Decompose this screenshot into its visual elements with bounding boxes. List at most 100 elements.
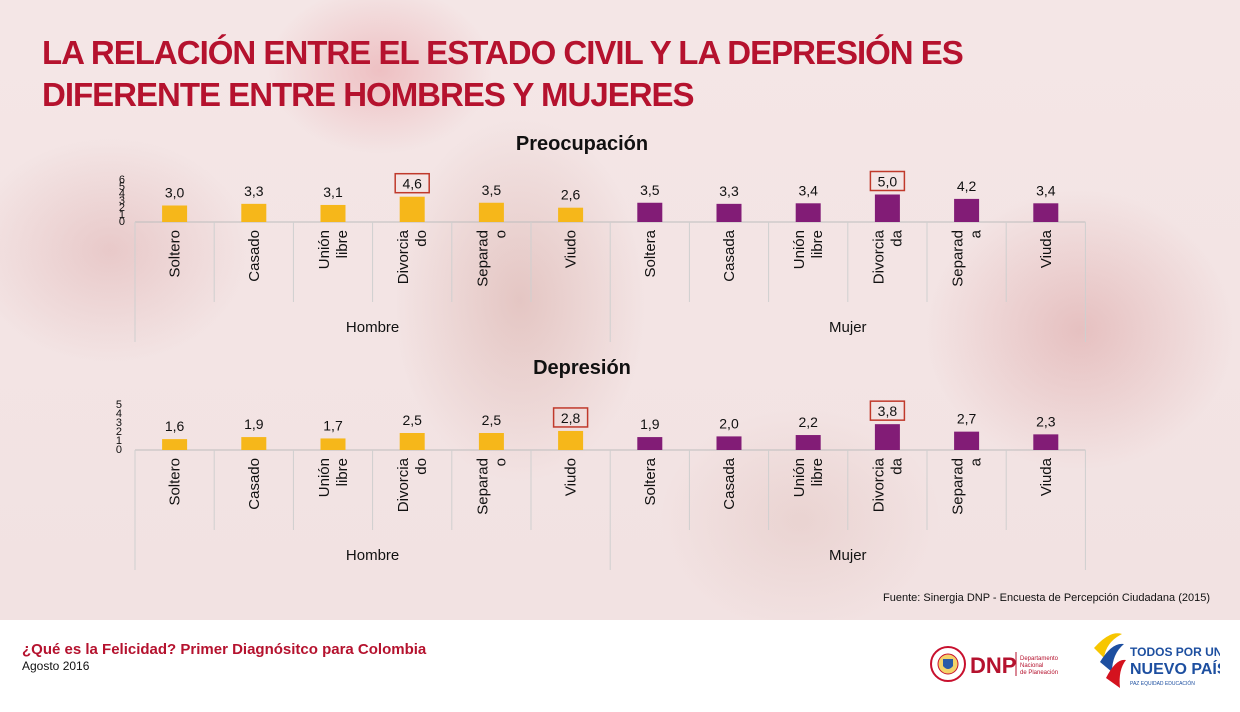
group-label: Hombre	[346, 547, 399, 564]
y-tick-label: 5	[119, 181, 125, 193]
bar	[558, 430, 584, 450]
colombia-seal-shield	[943, 659, 953, 669]
bar	[716, 203, 742, 222]
data-label: 3,5	[640, 182, 660, 198]
bar	[478, 433, 504, 450]
data-label: 2,5	[402, 412, 422, 428]
y-tick-label: 2	[116, 426, 122, 438]
category-label: Unión	[316, 230, 333, 269]
highlight-box	[869, 400, 906, 421]
data-label: 1,9	[244, 416, 264, 432]
category-label: Casada	[721, 229, 738, 281]
category-label: Divorcia	[870, 457, 887, 512]
highlight-box	[394, 172, 430, 194]
category-label: Divorcia	[395, 229, 412, 284]
bar	[241, 437, 267, 450]
category-label: Unión	[791, 458, 808, 497]
y-tick-label: 0	[116, 444, 122, 456]
footer-title: ¿Qué es la Felicidad? Primer Diagnósitco…	[22, 641, 427, 658]
chart-title: Preocupación	[516, 133, 648, 155]
bar	[795, 435, 821, 450]
category-label: libre	[334, 230, 351, 258]
bar	[320, 204, 346, 222]
data-label: 2,8	[561, 410, 581, 426]
logo-swoosh-blue	[1100, 643, 1124, 672]
category-label: Separad	[950, 230, 967, 287]
group-label: Hombre	[346, 319, 399, 336]
bar	[1033, 434, 1059, 450]
bar	[558, 207, 584, 222]
data-label: 1,9	[640, 416, 660, 432]
charts-area: Preocupación01234563,0Soltero3,3Casado3,…	[116, 133, 1086, 570]
category-label: Viudo	[563, 458, 580, 496]
category-label: Divorcia	[870, 229, 887, 284]
dnp-logo-sub-3: de Planeación	[1020, 670, 1058, 676]
y-tick-label: 1	[119, 209, 125, 221]
y-tick-label: 3	[119, 195, 125, 207]
page-title-line-1: LA RELACIÓN ENTRE EL ESTADO CIVIL Y LA D…	[42, 34, 964, 71]
category-label: Separad	[474, 230, 491, 287]
category-label: Soltero	[167, 458, 184, 506]
bar	[399, 196, 425, 222]
category-label: libre	[809, 458, 826, 486]
data-label: 2,2	[798, 414, 818, 430]
data-label: 2,7	[957, 411, 977, 427]
data-label: 2,3	[1036, 413, 1056, 429]
data-label: 5,0	[878, 174, 898, 190]
bar	[637, 437, 663, 450]
category-label: Soltero	[167, 230, 184, 278]
data-label: 1,7	[323, 417, 343, 433]
data-label: 3,8	[878, 403, 898, 419]
bar	[954, 198, 980, 222]
category-label: Casado	[246, 230, 263, 282]
highlight-box	[552, 407, 589, 428]
y-tick-label: 3	[116, 417, 122, 429]
bar	[795, 203, 821, 222]
bar	[162, 205, 188, 222]
category-label: a	[968, 229, 985, 238]
data-label: 3,3	[244, 183, 264, 199]
category-label: Unión	[316, 458, 333, 497]
background-photo	[0, 0, 1240, 620]
bar	[874, 194, 900, 222]
y-tick-label: 6	[119, 174, 125, 186]
data-label: 3,1	[323, 184, 343, 200]
y-tick-label: 4	[119, 188, 125, 200]
data-label: 2,5	[482, 412, 502, 428]
data-label: 3,5	[482, 182, 502, 198]
footer-date: Agosto 2016	[22, 659, 90, 673]
bar	[716, 436, 742, 450]
category-label: do	[413, 458, 430, 475]
category-label: a	[968, 457, 985, 466]
category-label: Soltera	[642, 457, 659, 505]
category-label: Soltera	[642, 229, 659, 277]
category-label: libre	[334, 458, 351, 486]
data-label: 3,3	[719, 183, 739, 199]
y-tick-label: 2	[119, 202, 125, 214]
category-label: da	[888, 457, 905, 474]
y-tick-label: 4	[116, 408, 122, 420]
bar	[399, 433, 425, 450]
tpnp-logo-line-3: PAZ EQUIDAD EDUCACIÓN	[1130, 680, 1195, 687]
data-label: 2,6	[561, 187, 581, 203]
data-label: 3,4	[1036, 182, 1056, 198]
category-label: libre	[809, 230, 826, 258]
data-label: 3,4	[798, 182, 818, 198]
category-label: Separad	[950, 458, 967, 515]
category-label: o	[492, 458, 509, 466]
category-label: Casado	[246, 458, 263, 510]
category-label: Casada	[721, 457, 738, 509]
category-label: do	[413, 230, 430, 247]
y-tick-label: 1	[116, 435, 122, 447]
bar	[874, 424, 900, 450]
data-label: 3,0	[165, 185, 185, 201]
bar	[954, 431, 980, 450]
source-note: Fuente: Sinergia DNP - Encuesta de Perce…	[883, 592, 1210, 604]
category-label: Divorcia	[395, 457, 412, 512]
highlight-box	[869, 170, 906, 192]
group-label: Mujer	[829, 547, 867, 564]
bar	[241, 203, 267, 222]
dnp-logo-sub-2: Nacional	[1020, 663, 1043, 669]
chart-title: Depresión	[533, 357, 631, 379]
bar	[637, 202, 663, 222]
